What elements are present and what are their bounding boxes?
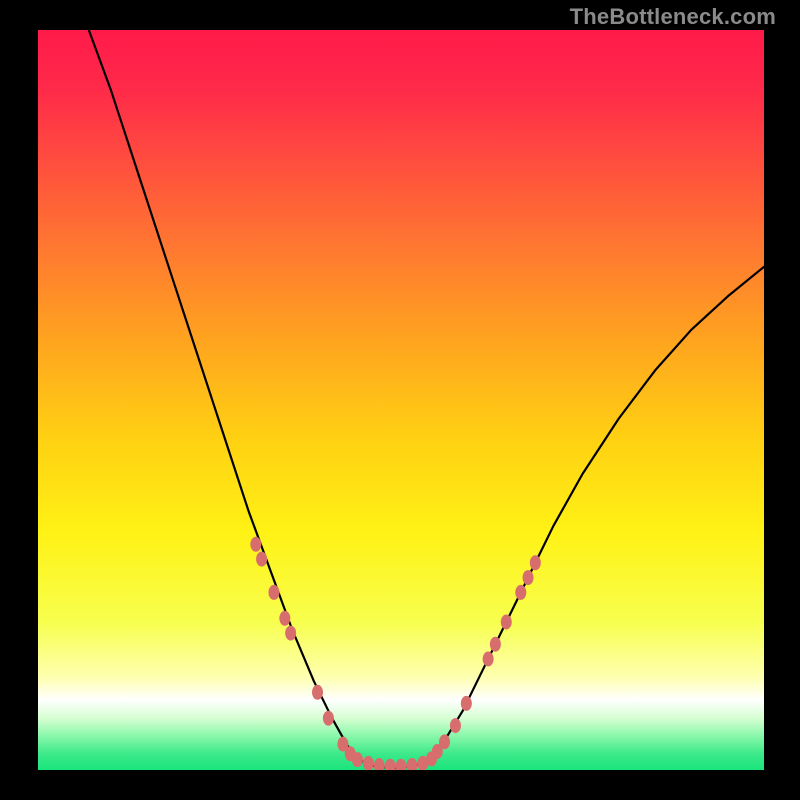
data-marker — [268, 585, 279, 600]
plot-svg — [38, 30, 764, 770]
gradient-background — [38, 30, 764, 770]
data-marker — [312, 685, 323, 700]
data-marker — [490, 637, 501, 652]
data-marker — [279, 611, 290, 626]
data-marker — [439, 734, 450, 749]
data-marker — [250, 537, 261, 552]
data-marker — [285, 626, 296, 641]
plot-area — [38, 30, 764, 770]
data-marker — [450, 718, 461, 733]
data-marker — [515, 585, 526, 600]
chart-container: TheBottleneck.com — [0, 0, 800, 800]
data-marker — [256, 552, 267, 567]
data-marker — [323, 711, 334, 726]
data-marker — [483, 652, 494, 667]
data-marker — [523, 570, 534, 585]
data-marker — [352, 752, 363, 767]
data-marker — [530, 555, 541, 570]
data-marker — [461, 696, 472, 711]
data-marker — [501, 615, 512, 630]
watermark-text: TheBottleneck.com — [570, 4, 776, 30]
